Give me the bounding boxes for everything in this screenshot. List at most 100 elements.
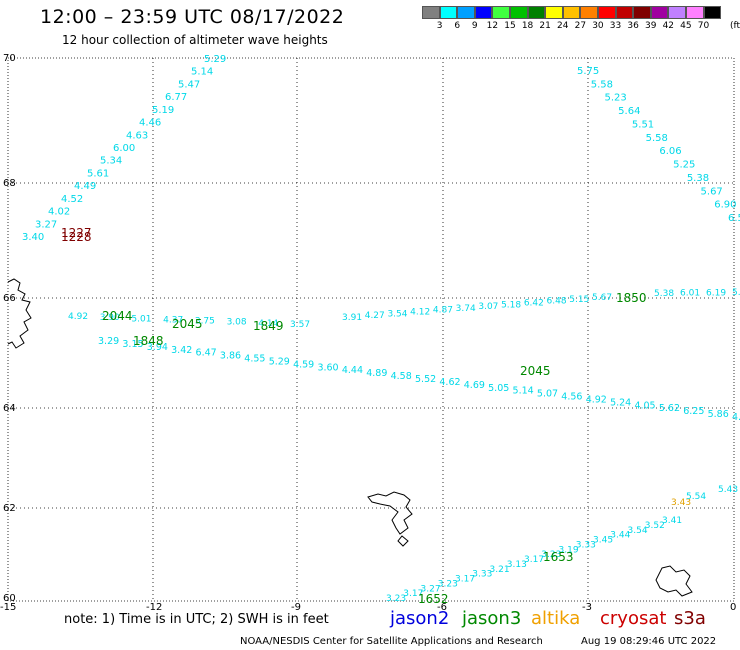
swh-value: 4.12 [410,308,430,318]
swh-value: 3.17 [403,589,423,599]
footer-credit: NOAA/NESDIS Center for Satellite Applica… [240,636,543,647]
lat-label-70: 70 [3,53,16,64]
swh-value: 6.42 [524,298,544,308]
pass-time-label: 2045 [172,317,203,331]
swh-value: 5.54 [686,492,706,502]
swh-value: 5.52 [415,374,436,385]
swh-value: 4.52 [61,194,83,205]
swh-value: 3.17 [455,575,475,585]
colorbar-swatch [597,6,616,19]
swh-value: 3.33 [576,540,596,550]
swh-value: 6.00 [113,143,135,154]
swh-value: 4.05 [634,400,655,411]
map-title: 12:00 – 23:59 UTC 08/17/2022 [40,6,345,28]
colorbar-swatch [685,6,704,19]
swh-value: 3.19 [559,545,579,555]
colorbar-label: 27 [574,21,587,31]
swh-value: 5.14 [191,67,213,78]
lat-label-64: 64 [3,403,16,414]
colorbar-swatch [545,6,563,19]
swh-value: 3.43 [671,498,691,508]
altimeter-tracks: 5.295.145.476.775.194.464.636.005.345.61… [22,54,740,606]
swh-value: 5.86 [708,409,729,420]
swh-value: 6.77 [165,92,187,103]
pass-time-label: 1227 [61,226,92,240]
colorbar-swatch [439,6,458,19]
swh-value: 5.23 [604,93,626,104]
swh-value: 3.27 [35,219,57,230]
pass-time-label: 2045 [520,364,551,378]
swh-value: 3.90 [100,313,120,323]
swh-value: 5.18 [501,300,521,310]
colorbar-label: 30 [592,21,604,31]
swh-value: 6.01 [680,289,700,299]
swh-value: 3.29 [98,336,119,347]
swh-value: 4.59 [293,359,314,370]
swh-value: 5.24 [610,397,631,408]
lat-label-62: 62 [3,503,16,514]
swh-value: 4.92 [586,394,607,405]
swh-value: 3.13 [507,560,527,570]
legend-altika: altika [531,608,581,629]
swh-value: 4.37 [163,315,183,325]
swh-value: 5.19 [152,105,174,116]
colorbar-swatch [474,6,493,19]
swh-value: 3.23 [438,579,458,589]
lat-label-68: 68 [3,178,16,189]
swh-value: 4.63 [126,130,148,141]
colorbar-label: 9 [471,21,478,31]
swh-value: 5.34 [100,156,122,167]
colorbar-label: 45 [680,21,692,31]
swh-value: 3.17 [524,555,544,565]
swh-value: 4.02 [48,207,70,218]
swh-value: 3.33 [472,570,492,580]
swh-value: 3.74 [456,304,476,314]
swh-value: 3.21 [490,565,510,575]
colorbar-swatch [562,6,581,19]
swh-value: 3.23 [386,594,406,604]
colorbar-unit: (ft) [730,21,740,31]
swh-value: 5.14 [513,386,534,397]
colorbar-swatch [509,6,528,19]
swh-value: 3.54 [387,309,407,319]
colorbar-label: 42 [662,21,675,31]
swh-value: 5.58 [591,79,613,90]
colorbar-swatch [615,6,634,19]
lon-label-9w: -9 [291,602,301,613]
swh-value: 3.23 [541,550,561,560]
colorbar-swatch [650,6,669,19]
swh-value: 4.46 [139,118,161,129]
colorbar-swatch [703,6,722,19]
swh-value: 3.57 [290,320,310,330]
colorbar-label: 39 [644,21,657,31]
pass-time-label: 2044 [102,309,133,323]
swh-value: 5.05 [488,383,509,394]
swh-value: 4.58 [391,371,412,382]
swh-value: 4.87 [433,306,453,316]
lon-label-3w: -3 [582,602,592,613]
map-subtitle: 12 hour collection of altimeter wave hei… [62,33,328,47]
lat-label-60: 60 [3,593,16,604]
colorbar-label: 3 [436,21,443,31]
lon-label-0: 0 [730,602,736,613]
swh-value: 4.69 [464,380,485,391]
swh-value: 3.27 [421,584,441,594]
swh-value: 3.42 [171,345,192,356]
swh-value: 3.54 [628,526,648,536]
legend-cryosat: cryosat [600,608,667,629]
pass-time-label: 1652 [418,592,449,606]
colorbar-swatch [633,6,651,19]
wave-height-colorbar: 3 6 9 12 15 18 21 24 27 30 33 36 39 42 45 70 [422,6,722,31]
colorbar-swatch [668,6,686,19]
swh-value: 4.55 [244,354,265,365]
swh-value: 6.19 [706,288,726,298]
swh-value: 3.75 [195,317,215,327]
swh-value: 5.96 [732,288,740,298]
swh-value: 4.62 [439,377,460,388]
swh-value: 3.52 [645,521,665,531]
swh-value: 5.61 [87,168,109,179]
swh-value: 5.29 [269,356,290,367]
footer-timestamp: Aug 19 08:29:46 UTC 2022 [581,636,717,647]
